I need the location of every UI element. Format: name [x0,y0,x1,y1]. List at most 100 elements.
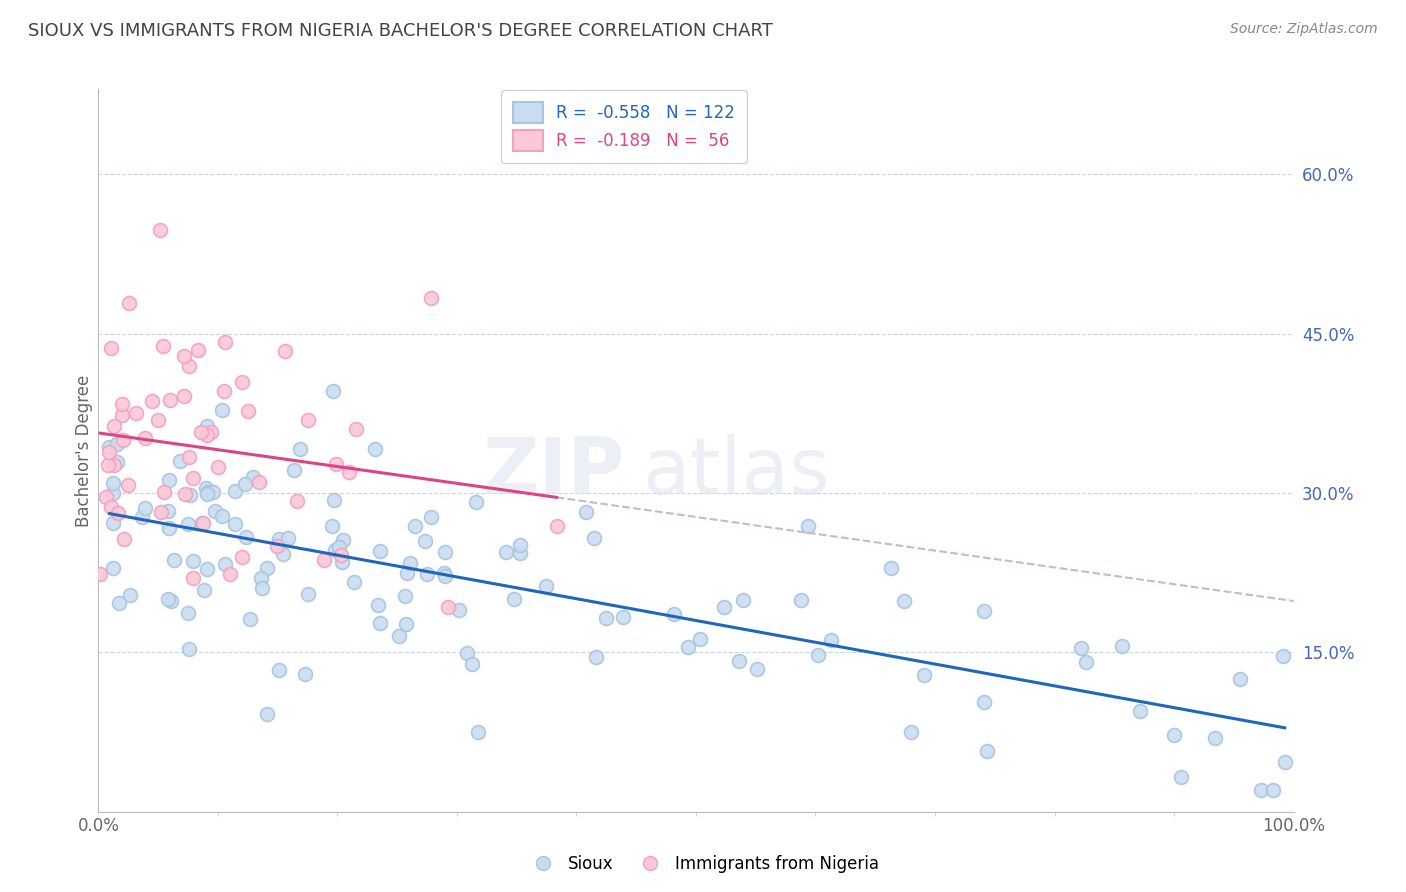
Point [322,492,344,507]
Point [419,510,441,524]
Point [745,662,768,676]
Point [157,591,180,606]
Point [141,394,163,409]
Point [181,470,204,484]
Point [239,612,262,626]
Point [337,465,360,479]
Text: atlas: atlas [643,434,830,510]
Point [214,558,236,572]
Point [465,495,488,509]
Point [174,486,197,500]
Point [157,473,180,487]
Point [460,657,482,671]
Point [267,663,290,677]
Point [100,341,122,355]
Point [236,404,259,418]
Point [1271,649,1294,664]
Point [662,607,685,621]
Point [419,291,441,305]
Point [134,431,156,445]
Point [160,593,183,607]
Point [250,572,273,586]
Point [214,335,236,350]
Point [194,481,217,495]
Point [285,493,308,508]
Point [321,519,343,533]
Point [250,581,273,595]
Point [118,295,141,310]
Point [404,518,426,533]
Point [120,588,142,602]
Point [689,632,711,646]
Point [183,554,205,568]
Point [1129,704,1152,718]
Point [329,548,352,562]
Point [388,629,411,643]
Point [973,604,995,618]
Point [195,418,218,433]
Point [124,406,146,420]
Point [103,516,125,530]
Point [900,724,922,739]
Point [224,516,246,531]
Point [101,476,124,491]
Point [173,349,195,363]
Point [98,440,121,454]
Point [534,579,557,593]
Point [107,455,129,469]
Point [157,504,180,518]
Y-axis label: Bachelor's Degree: Bachelor's Degree [75,375,93,526]
Point [204,504,226,518]
Point [173,389,195,403]
Point [256,706,278,721]
Point [676,640,699,655]
Point [713,599,735,614]
Point [219,566,242,581]
Point [509,546,531,560]
Point [1263,783,1285,797]
Point [159,392,181,407]
Point [112,532,135,546]
Point [149,223,172,237]
Point [187,343,209,357]
Point [368,616,391,631]
Point [266,539,288,553]
Point [395,616,418,631]
Point [97,458,120,472]
Point [807,648,830,662]
Point [207,460,229,475]
Legend: R =  -0.558   N = 122, R =  -0.189   N =  56: R = -0.558 N = 122, R = -0.189 N = 56 [502,90,747,163]
Point [437,600,460,615]
Point [195,487,218,501]
Point [193,583,215,598]
Point [467,725,489,739]
Point [231,549,253,564]
Point [790,593,813,607]
Point [1229,672,1251,686]
Point [575,505,598,519]
Point [449,602,471,616]
Point [247,475,270,490]
Point [211,509,233,524]
Point [433,545,456,559]
Point [200,425,222,439]
Point [330,555,353,569]
Point [394,589,416,603]
Point [322,384,344,399]
Point [413,534,436,549]
Point [103,458,125,473]
Point [169,454,191,468]
Point [179,359,201,373]
Point [181,571,204,585]
Point [367,598,389,612]
Point [495,545,517,559]
Point [456,646,478,660]
Point [1170,770,1192,784]
Point [1204,731,1226,745]
Point [195,562,218,576]
Point [297,587,319,601]
Point [176,606,198,620]
Point [582,532,605,546]
Point [344,422,367,436]
Point [101,485,124,500]
